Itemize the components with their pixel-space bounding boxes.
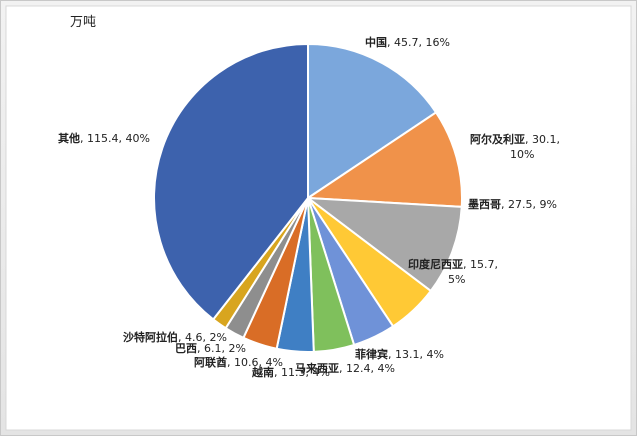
pie-slice [307, 42, 438, 200]
label-category: 越南 [251, 365, 274, 379]
label-value: 12.4 [346, 362, 371, 375]
label-category: 其他 [58, 131, 80, 145]
label-category: 印度尼西亚 [408, 257, 463, 271]
label-share: 5% [448, 273, 465, 286]
data-label: 巴西, 6.1, 2% [175, 342, 246, 355]
label-category: 阿尔及利亚 [470, 132, 525, 146]
label-share: 4% [266, 356, 283, 369]
data-label: 其他, 115.4, 40% [58, 131, 150, 145]
data-label: 阿联酋, 10.6, 4% [194, 355, 283, 369]
pie-slice [304, 111, 463, 208]
label-value: 10.6 [234, 356, 259, 369]
label-share: 4% [378, 362, 395, 375]
label-value: 13.1 [395, 348, 420, 361]
label-category: 阿联酋 [194, 355, 227, 369]
data-label: 中国, 45.7, 16% [365, 35, 450, 49]
label-share: 40% [126, 132, 150, 145]
data-label: 菲律宾, 13.1, 4% [355, 347, 444, 361]
label-value: 45.7 [394, 36, 419, 49]
label-value: 30.1 [532, 133, 557, 146]
label-value: 6.1 [204, 342, 222, 355]
label-share: 16% [426, 36, 450, 49]
pie-slice [153, 42, 309, 321]
data-label: 沙特阿拉伯, 4.6, 2% [123, 330, 227, 344]
label-value: 11.3 [281, 366, 306, 379]
pie-slice [304, 196, 463, 293]
label-value: 27.5 [508, 198, 533, 211]
label-category: 马来西亚 [295, 361, 339, 375]
label-category: 中国 [365, 35, 387, 49]
data-label: 墨西哥, 27.5, 9% [468, 198, 557, 211]
label-share: 4% [427, 348, 444, 361]
label-category: 巴西 [175, 342, 197, 355]
label-category: 沙特阿拉伯 [123, 330, 178, 344]
data-label: 马来西亚, 12.4, 4% [295, 361, 395, 375]
label-share: 4% [313, 366, 330, 379]
data-label: 越南, 11.3, 4% [251, 365, 330, 379]
label-share: 9% [540, 198, 557, 211]
label-share: 2% [210, 331, 227, 344]
label-share: 2% [229, 342, 246, 355]
unit-label: 万吨 [70, 15, 96, 30]
label-share: 10% [510, 148, 534, 161]
label-value: 4.6 [185, 331, 203, 344]
label-value: 115.4 [87, 132, 119, 145]
label-value: 15.7 [470, 258, 495, 271]
label-category: 菲律宾 [355, 347, 388, 361]
label-category: 墨西哥 [468, 198, 501, 211]
